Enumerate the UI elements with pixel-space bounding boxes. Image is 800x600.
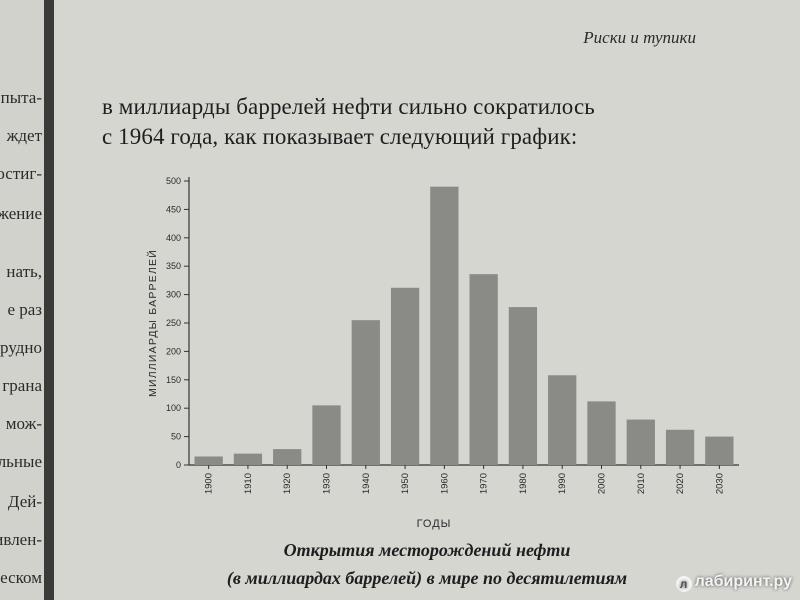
watermark: л лабиринт.ру [675, 573, 792, 592]
left-page-fragment: нать, [6, 262, 42, 281]
bar-1930 [312, 405, 341, 465]
bar-2020 [665, 429, 695, 465]
x-tick-label: 2010 [636, 473, 647, 494]
x-tick-label: 2030 [714, 473, 725, 494]
bar-2010 [626, 419, 655, 465]
bar-1990 [548, 375, 577, 465]
y-tick-label: 250 [166, 318, 181, 328]
left-page-fragment: льные [0, 452, 42, 471]
labirint-logo-icon: л [675, 576, 692, 592]
y-tick-label: 350 [166, 261, 181, 271]
left-page: пыта-ждет остиг-жение нать, е раз рудно грана… [0, 0, 44, 600]
left-page-fragment: остиг- [0, 164, 42, 183]
body-text-line-1: в миллиарды баррелей нефти сильно сократ… [102, 94, 595, 119]
y-axis-label: МИЛЛИАРДЫ БАРРЕЛЕЙ [146, 249, 159, 397]
x-tick-label: 1940 [361, 473, 372, 494]
bar-1960 [430, 186, 459, 465]
right-page: Риски и тупики в миллиарды баррелей нефт… [54, 0, 800, 600]
x-tick-label: 1920 [282, 473, 293, 494]
y-tick-label: 0 [176, 460, 181, 470]
bar-1940 [351, 320, 380, 465]
bar-1970 [469, 274, 498, 465]
left-page-fragment: мож- [5, 414, 42, 433]
oil-discoveries-bar-chart: 0 50 100 150 200 250 300 350 400 450 500 МИЛЛИАРДЫ … [146, 176, 739, 530]
bar-1950 [390, 287, 420, 465]
left-page-fragment: еском [0, 568, 42, 587]
x-tick-label: 1970 [479, 473, 490, 494]
left-page-fragment: грана [2, 376, 42, 395]
x-tick-label: 1990 [557, 473, 568, 494]
x-tick-label: 1930 [322, 473, 333, 494]
left-page-fragment: пыта- [0, 88, 42, 107]
y-tick-label: 300 [166, 290, 181, 300]
bar-2030 [705, 436, 734, 465]
bar-1980 [508, 307, 538, 465]
y-tick-label: 200 [166, 346, 181, 356]
y-tick-label: 400 [166, 233, 181, 243]
bar-1920 [273, 449, 302, 465]
x-tick-label: 1910 [243, 473, 254, 494]
left-page-fragment: е раз [7, 300, 42, 319]
left-page-fragment: рудно [0, 338, 42, 357]
bar-2000 [587, 401, 616, 465]
figure-caption-line-1: Открытия месторождений нефти [283, 540, 571, 560]
x-tick-label: 1950 [400, 473, 411, 494]
bar-1900 [194, 456, 223, 465]
y-tick-label: 450 [166, 204, 181, 214]
body-text-line-2: с 1964 года, как показывает следующий гр… [102, 124, 578, 149]
x-tick-label: 2020 [675, 473, 686, 494]
x-tick-label: 1900 [204, 473, 215, 494]
x-tick-label: 1980 [518, 473, 529, 494]
y-tick-label: 150 [166, 375, 181, 385]
running-head: Риски и тупики [583, 28, 696, 47]
x-tick-label: 2000 [597, 473, 608, 494]
y-tick-label: 500 [166, 176, 181, 186]
y-tick-label: 50 [171, 432, 181, 442]
left-page-fragment: жение [0, 204, 42, 223]
x-axis-label: ГОДЫ [417, 518, 452, 530]
left-page-fragment: Дей- [7, 492, 42, 511]
y-tick-label: 100 [166, 403, 181, 413]
watermark-text: лабиринт.ру [694, 573, 792, 590]
bar-1910 [233, 453, 263, 465]
x-tick-label: 1960 [439, 473, 450, 494]
left-page-fragment: ивлен- [0, 530, 42, 549]
figure-caption-line-2: (в миллиардах баррелей) в мире по десяти… [226, 568, 628, 588]
left-page-fragment: ждет [6, 126, 42, 145]
